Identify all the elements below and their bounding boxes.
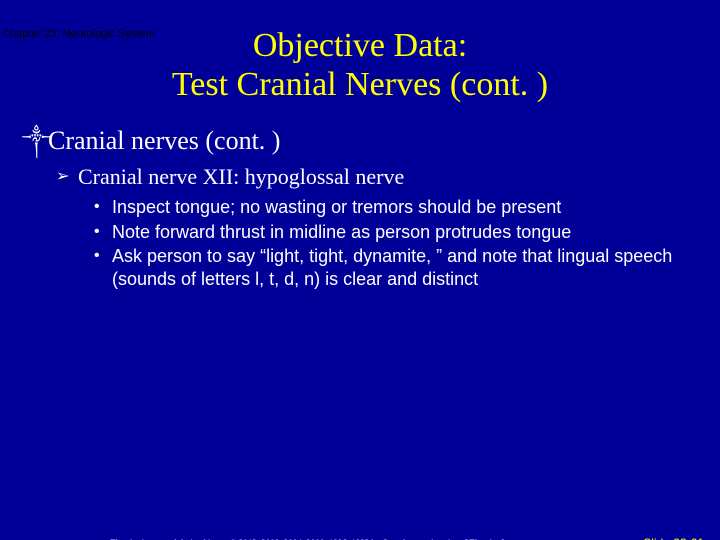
title-line-1: Objective Data: <box>253 27 467 64</box>
bullet-level-3: • Ask person to say “light, tight, dynam… <box>94 245 700 290</box>
lvl3-text-1: Note forward thrust in midline as person… <box>112 221 571 244</box>
lvl1-text: Cranial nerves (cont. ) <box>48 126 280 156</box>
slide-content: ༒ Cranial nerves (cont. ) ➢ Cranial nerv… <box>0 126 720 290</box>
dot-bullet-icon: • <box>94 221 112 243</box>
lvl2-text: Cranial nerve XII: hypoglossal nerve <box>78 164 404 190</box>
lvl3-text-2: Ask person to say “light, tight, dynamit… <box>112 245 700 290</box>
bullet-level-1: ༒ Cranial nerves (cont. ) <box>22 126 700 156</box>
chapter-header: Chapter 23: Neurologic System <box>2 28 155 40</box>
bullet-level-3: • Inspect tongue; no wasting or tremors … <box>94 196 700 219</box>
slide-number: Slide 23-61 <box>643 536 704 540</box>
bullet-level-3: • Note forward thrust in midline as pers… <box>94 221 700 244</box>
scribble-bullet-icon: ༒ <box>22 126 48 156</box>
arrow-bullet-icon: ➢ <box>56 164 78 190</box>
lvl3-text-0: Inspect tongue; no wasting or tremors sh… <box>112 196 561 219</box>
dot-bullet-icon: • <box>94 196 112 218</box>
bullet-level-2: ➢ Cranial nerve XII: hypoglossal nerve <box>56 164 700 190</box>
title-line-2: Test Cranial Nerves (cont. ) <box>172 66 548 103</box>
dot-bullet-icon: • <box>94 245 112 267</box>
